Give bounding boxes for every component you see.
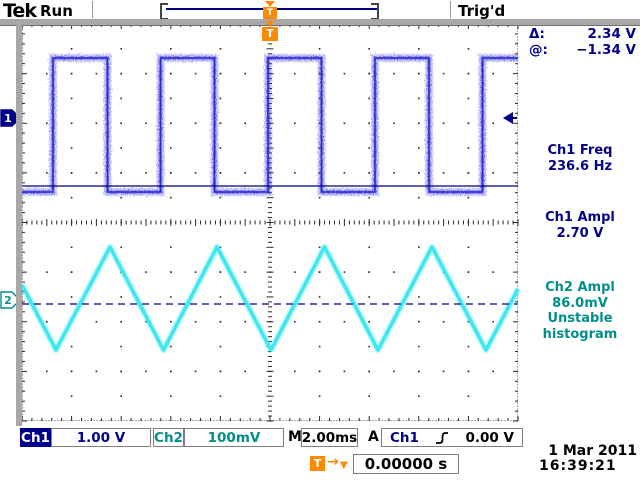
vertical-chrome-bar <box>16 20 22 426</box>
svg-text:2: 2 <box>4 294 12 307</box>
cursor-delta-value: 2.34 V <box>587 26 636 42</box>
trigger-level-arrow-icon <box>503 112 513 124</box>
acquisition-status: Run <box>40 2 73 20</box>
measurement-ch2-ampl: Ch2 Ampl 86.0mV Unstable histogram <box>522 280 638 342</box>
trigger-status: Trig'd <box>458 2 506 20</box>
trigger-time-t-icon: T <box>310 456 325 471</box>
cursor-delta-row: Δ: 2.34 V <box>529 26 636 42</box>
timebase-readout: 2.00ms <box>301 428 358 447</box>
rising-edge-icon <box>436 431 449 444</box>
time-readout: 16:39:21 <box>539 458 617 474</box>
trigger-marker-t-icon: T <box>263 7 277 19</box>
measurement-value: 86.0mV <box>552 295 608 311</box>
ch1-scale-readout: 1.00 V <box>51 428 151 447</box>
ch1-label-badge: Ch1 <box>20 428 51 447</box>
trigger-source: Ch1 <box>390 429 419 446</box>
trigger-settings-readout: Ch1 0.00 V <box>381 428 523 447</box>
svg-text:1: 1 <box>4 112 12 125</box>
tek-logo: Tek <box>3 0 37 22</box>
measurement-ch1-ampl: Ch1 Ampl 2.70 V <box>522 210 638 241</box>
measurement-label: Ch2 Ampl <box>545 280 615 295</box>
ch2-label-badge: Ch2 <box>153 428 184 447</box>
measurement-ch1-freq: Ch1 Freq 236.6 Hz <box>522 143 638 174</box>
measurement-warning: Unstable <box>547 311 613 326</box>
measurement-label: Ch1 Ampl <box>545 210 615 225</box>
trigger-position-arrow-icon <box>265 21 275 27</box>
trigger-time-arrow-icon: → <box>327 454 339 470</box>
record-view-bracket-left <box>160 3 168 20</box>
topbar-divider2 <box>450 1 451 18</box>
measurement-warning2: histogram <box>542 326 618 342</box>
ch2-scale-readout: 100mV <box>184 428 284 447</box>
trigger-record-marker: T <box>263 1 277 19</box>
measurement-label: Ch1 Freq <box>547 143 613 158</box>
cursor-delta-label: Δ: <box>529 26 545 42</box>
trigger-marker-arrow-icon <box>265 1 275 7</box>
topbar-divider <box>92 1 93 18</box>
trigger-level-value: 0.00 V <box>465 429 514 446</box>
cursor-at-label: @: <box>529 42 548 58</box>
ch2-trace <box>20 245 520 352</box>
measurement-value: 2.70 V <box>556 225 604 241</box>
date-readout: 1 Mar 2011 <box>548 443 637 459</box>
trigger-time-readout: 0.00000 s <box>353 454 459 474</box>
measurement-value: 236.6 Hz <box>547 158 613 174</box>
timebase-label: M <box>288 429 302 445</box>
horizontal-chrome-bar <box>0 19 640 26</box>
trigger-mode-label: A <box>368 429 379 445</box>
cursor-at-row: @: −1.34 V <box>529 42 636 58</box>
cursor-readout: Δ: 2.34 V @: −1.34 V <box>529 26 636 58</box>
cursor-at-value: −1.34 V <box>576 42 636 58</box>
ch1-trace <box>22 57 518 193</box>
record-view-bracket-right <box>371 3 379 20</box>
trigger-time-triangle-icon: ▼ <box>340 460 348 471</box>
trigger-position-t-icon: T <box>262 27 278 41</box>
